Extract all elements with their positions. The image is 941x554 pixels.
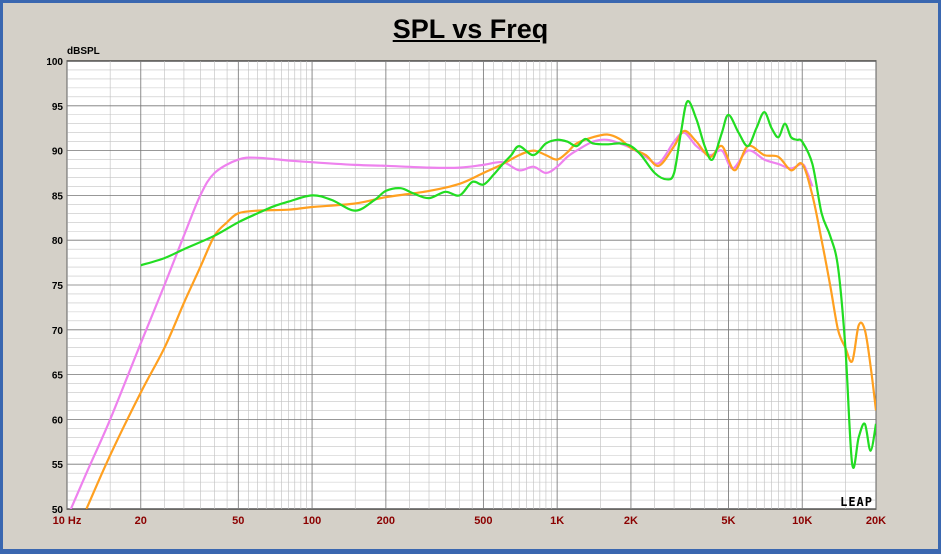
y-tick-label: 65 [52,371,64,382]
leap-logo: LEAP [840,495,873,509]
y-tick-label: 55 [52,460,64,471]
x-tick-label: 2K [624,515,638,527]
x-tick-label: 1K [550,515,564,527]
series-line-3 [140,100,876,469]
y-tick-labels: 100 95 90 85 80 75 70 65 60 55 50 [46,57,63,516]
x-tick-label: 500 [474,515,492,527]
x-tick-label: 10 Hz [53,515,82,527]
y-tick-label: 75 [52,281,64,292]
x-tick-label: 10K [792,515,812,527]
y-tick-label: 80 [52,236,64,247]
y-tick-label: 85 [52,191,64,202]
x-tick-label: 20 [135,515,147,527]
y-tick-label: 70 [52,326,64,337]
series-lines [69,100,876,509]
y-tick-label: 100 [46,57,63,68]
y-tick-label: 60 [52,415,64,426]
y-tick-label: 50 [52,505,64,516]
chart-title: SPL vs Freq [392,14,549,44]
x-tick-label: 50 [232,515,244,527]
series-line-2 [85,129,876,509]
x-tick-label: 200 [377,515,395,527]
y-tick-label: 95 [52,102,64,113]
y-axis-label: dBSPL [67,46,100,57]
major-gridlines [66,61,877,509]
x-tick-label: 20K [866,515,886,527]
x-tick-labels: 10 Hz 20 50 100 200 500 1K 2K 5K 10K 20K [53,515,887,527]
x-tick-label: 100 [303,515,321,527]
x-tick-label: 5K [721,515,735,527]
y-tick-label: 90 [52,147,64,158]
